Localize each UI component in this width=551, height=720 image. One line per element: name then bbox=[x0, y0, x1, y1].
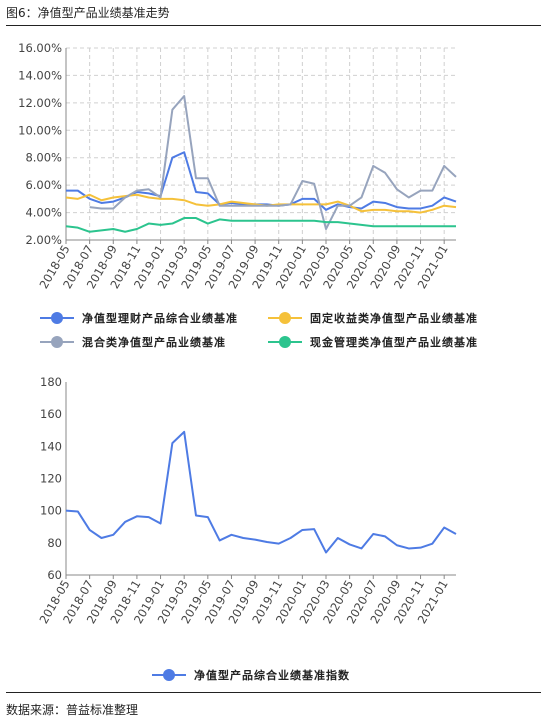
bottom-rule bbox=[6, 692, 541, 693]
y-tick-label: 180 bbox=[40, 375, 62, 389]
y-tick-label: 10.00% bbox=[18, 123, 62, 137]
y-tick-label: 140 bbox=[40, 439, 62, 453]
y-tick-label: 8.00% bbox=[25, 151, 62, 165]
legend-swatch-marker bbox=[51, 312, 63, 324]
y-tick-label: 120 bbox=[40, 472, 62, 486]
y-tick-label: 12.00% bbox=[18, 96, 62, 110]
legend-label: 净值型理财产品综合业绩基准 bbox=[82, 311, 238, 325]
legend-swatch-marker bbox=[279, 312, 291, 324]
series-line-3 bbox=[89, 95, 457, 231]
y-tick-label: 2.00% bbox=[25, 233, 62, 247]
y-tick-label: 14.00% bbox=[18, 68, 62, 82]
legend-label: 固定收益类净值型产品业绩基准 bbox=[310, 311, 478, 325]
figure-title: 图6：净值型产品业绩基准走势 bbox=[6, 6, 170, 20]
y-tick-label: 6.00% bbox=[25, 178, 62, 192]
y-tick-label: 4.00% bbox=[25, 206, 62, 220]
legend-label: 混合类净值型产品业绩基准 bbox=[82, 335, 226, 349]
data-source: 数据来源：普益标准整理 bbox=[6, 703, 139, 717]
legend-swatch-marker bbox=[279, 336, 291, 348]
top-rule bbox=[6, 25, 541, 26]
y-tick-label: 16.00% bbox=[18, 41, 62, 55]
benchmark-rates-chart: 2.00% 4.00% 6.00% 8.00% 10.00% 12.00% 14.00% 16… bbox=[18, 41, 478, 349]
series-line-4 bbox=[65, 217, 456, 233]
y-tick-label: 160 bbox=[40, 407, 62, 421]
y-tick-label: 100 bbox=[40, 504, 62, 518]
legend-label: 现金管理类净值型产品业绩基准 bbox=[310, 335, 478, 349]
y-tick-label: 60 bbox=[47, 568, 62, 582]
y-tick-label: 80 bbox=[47, 536, 62, 550]
series-line-1 bbox=[65, 430, 457, 554]
legend-swatch-marker bbox=[163, 669, 175, 681]
legend-label: 净值型产品综合业绩基准指数 bbox=[194, 668, 350, 682]
legend-swatch-marker bbox=[51, 336, 63, 348]
